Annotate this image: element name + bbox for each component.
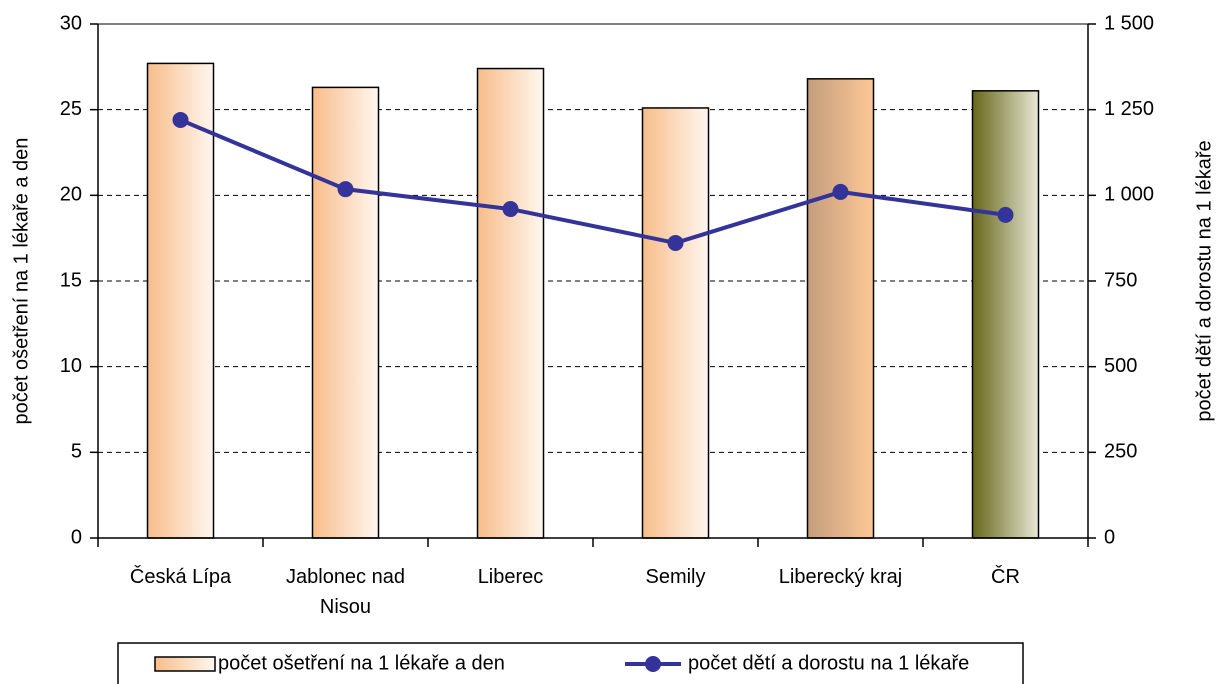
legend-label: počet dětí a dorostu na 1 lékaře (688, 652, 969, 674)
y-tick-label: 15 (60, 269, 82, 291)
x-tick-label: Jablonec nad Nisou (286, 566, 405, 618)
bar (641, 107, 710, 539)
y-tick-label: 10 (60, 355, 82, 377)
y2-tick-label: 250 (1104, 441, 1137, 463)
x-tick-label: Liberecký kraj (778, 566, 903, 588)
bar (311, 86, 380, 539)
marker (337, 181, 354, 198)
bar (476, 67, 545, 539)
legend-marker (645, 656, 661, 672)
marker (832, 183, 849, 200)
y2-tick-label: 1 000 (1104, 184, 1154, 206)
x-tick-label: Liberec (477, 566, 544, 588)
y-tick-label: 5 (71, 441, 82, 463)
marker (997, 206, 1014, 223)
x-tick-label: Semily (645, 566, 706, 588)
legend-swatch (154, 656, 216, 672)
marker (667, 234, 684, 251)
y2-tick-label: 0 (1104, 526, 1115, 548)
y-tick-label: 25 (60, 98, 82, 120)
bar (146, 62, 215, 539)
x-tick-label: ČR (991, 566, 1020, 588)
y2-tick-label: 1 500 (1104, 12, 1154, 34)
y2-axis-label: počet dětí a dorostu na 1 lékaře (1193, 140, 1215, 421)
marker (172, 111, 189, 128)
bar (971, 90, 1040, 539)
y-tick-label: 30 (60, 12, 82, 34)
bar (806, 78, 875, 539)
y2-tick-label: 750 (1104, 269, 1137, 291)
y-axis-label: počet ošetření na 1 lékaře a den (10, 138, 32, 425)
legend-label: počet ošetření na 1 lékaře a den (218, 652, 505, 674)
x-tick-label: Česká Lípa (129, 566, 232, 588)
marker (502, 201, 519, 218)
legend-box (117, 642, 1024, 684)
y2-tick-label: 500 (1104, 355, 1137, 377)
y-tick-label: 20 (60, 184, 82, 206)
line (179, 118, 1006, 246)
y2-tick-label: 1 250 (1104, 98, 1154, 120)
y-tick-label: 0 (71, 526, 82, 548)
